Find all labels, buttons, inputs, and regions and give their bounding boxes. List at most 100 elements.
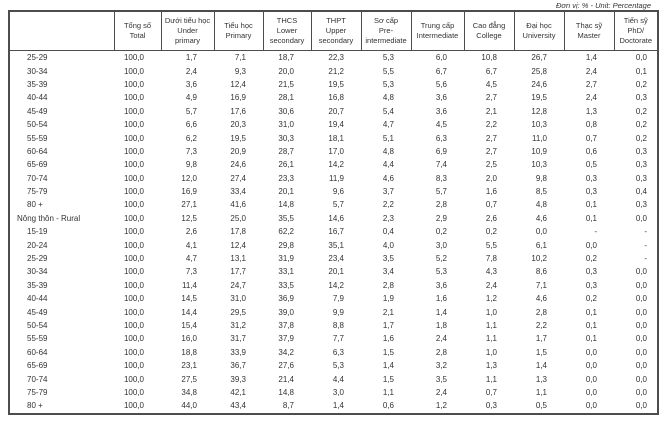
data-cell: 5,1 (382, 133, 394, 143)
table-row: 40-44 100,0 14,5 31,0 36,9 7,9 1,9 1,6 1,2 4,6 0,2… (9, 292, 658, 305)
data-cell: 0,0 (635, 374, 647, 384)
data-cell: 26,7 (531, 53, 547, 63)
table-row: 20-24 100,0 4,1 12,4 29,8 35,1 4,0 3,0 5,5 6,1 0,0… (9, 238, 658, 251)
data-cell: 0,2 (635, 106, 647, 116)
section-row-label: Nông thôn - Rural (17, 213, 81, 223)
data-cell: 0,3 (585, 173, 597, 183)
data-cell: 2,1 (382, 307, 394, 317)
data-cell: 100,0 (123, 133, 144, 143)
data-cell: 1,0 (485, 347, 497, 357)
table-row: 40-44 100,0 4,9 16,9 28,1 16,8 4,8 3,6 2,7 19,5 2,… (9, 91, 658, 104)
data-cell: 0,0 (635, 280, 647, 290)
data-cell: 0,3 (485, 401, 497, 411)
data-cell: 5,7 (332, 200, 344, 210)
row-label: 25-29 (27, 254, 48, 264)
row-label: 30-34 (27, 66, 48, 76)
data-cell: 1,6 (435, 294, 447, 304)
data-cell: 100,0 (123, 321, 144, 330)
data-cell: 100,0 (123, 254, 144, 264)
data-cell: 5,3 (382, 53, 394, 63)
data-cell: 4,5 (435, 120, 447, 130)
data-cell: 0,0 (635, 361, 647, 371)
data-cell: 7,3 (185, 267, 197, 277)
row-label: 40-44 (27, 93, 48, 103)
data-cell: 2,3 (382, 213, 394, 223)
table-row: 60-64 100,0 18,8 33,9 34,2 6,3 1,5 2,8 1,0 1,5 0,0… (9, 346, 658, 359)
data-cell: 8,5 (535, 187, 547, 197)
data-cell: 0,1 (585, 307, 597, 317)
row-label: 25-29 (27, 53, 48, 63)
row-label: 75-79 (27, 387, 48, 397)
data-cell: 10,3 (531, 120, 547, 130)
data-cell: 33,5 (278, 280, 294, 290)
data-cell: 17,6 (230, 106, 246, 116)
data-cell: 7,7 (332, 334, 344, 344)
row-label: 70-74 (27, 374, 48, 384)
data-cell: 4,0 (382, 240, 394, 250)
data-cell: 0,6 (585, 146, 597, 156)
data-cell: 100,0 (123, 213, 144, 223)
data-cell: 6,7 (435, 66, 447, 76)
data-cell: 36,9 (278, 294, 294, 304)
table-row: 70-74 100,0 12,0 27,4 23,3 11,9 4,6 8,3 2,0 9,8 0,… (9, 172, 658, 185)
table-row: 25-29 100,0 4,7 13,1 31,9 23,4 3,5 5,2 7,8 10,2 0,… (9, 252, 658, 265)
data-cell: 4,3 (485, 267, 497, 277)
data-cell: 4,6 (382, 173, 394, 183)
row-label: 80 + (27, 401, 43, 411)
data-cell: 4,5 (485, 79, 497, 89)
header-cell: Đại học University (513, 10, 565, 51)
data-cell: 25,8 (531, 66, 547, 76)
data-cell: 100,0 (123, 173, 144, 183)
data-cell: 1,3 (535, 374, 547, 384)
data-cell: 34,8 (181, 387, 197, 397)
data-cell: 17,8 (230, 227, 246, 237)
data-cell: 5,2 (435, 254, 447, 264)
data-cell: 10,8 (481, 53, 497, 63)
header-cell: THCS Lower secondary (262, 10, 312, 51)
data-cell: 14,6 (328, 213, 344, 223)
data-cell: 0,2 (635, 120, 647, 130)
data-cell: 2,5 (485, 160, 497, 170)
data-cell: 1,7 (535, 334, 547, 344)
data-cell: 0,2 (585, 294, 597, 304)
data-cell: 5,3 (382, 79, 394, 89)
data-cell: 14,5 (181, 294, 197, 304)
table-row: 45-49 100,0 5,7 17,6 30,6 20,7 5,4 3,6 2,1 12,8 1,… (9, 105, 658, 118)
row-label: 45-49 (27, 307, 48, 317)
table-row: 80 + 100,0 44,0 43,4 8,7 1,4 0,6 1,2 0,3 0,5 0,0 0,… (9, 399, 658, 413)
table-row: 55-59 100,0 16,0 31,7 37,9 7,7 1,6 2,4 1,1 1,7 0,1… (9, 332, 658, 345)
data-cell: 100,0 (123, 347, 144, 357)
data-cell: 26,1 (278, 160, 294, 170)
data-cell: 0,0 (635, 387, 647, 397)
data-cell: 21,5 (278, 79, 294, 89)
data-cell: 1,3 (585, 106, 597, 116)
header-cell: Thạc sỹ Master (563, 10, 615, 51)
data-cell: 1,7 (382, 321, 394, 330)
table-row: 80 + 100,0 27,1 41,6 14,8 5,7 2,2 2,8 0,7 4,8 0,1 0… (9, 198, 658, 211)
data-cell: 100,0 (123, 79, 144, 89)
data-cell: 2,8 (382, 280, 394, 290)
table-row: 35-39 100,0 3,6 12,4 21,5 19,5 5,3 5,6 4,5 24,6 2,… (9, 78, 658, 91)
data-cell: 16,7 (328, 227, 344, 237)
data-cell: 100,0 (123, 66, 144, 76)
table-row: 55-59 100,0 6,2 19,5 30,3 18,1 5,1 6,3 2,7 11,0 0,… (9, 131, 658, 144)
data-cell: 6,7 (485, 66, 497, 76)
data-cell: 9,8 (185, 160, 197, 170)
row-label: 30-34 (27, 267, 48, 277)
data-cell: 100,0 (123, 280, 144, 290)
data-cell: 1,4 (535, 361, 547, 371)
data-cell: 0,4 (635, 187, 647, 197)
data-cell: 12,5 (181, 213, 197, 223)
data-cell: 20,3 (230, 120, 246, 130)
data-cell: 8,8 (332, 321, 344, 330)
data-cell: 11,9 (329, 173, 344, 183)
data-cell: 0,2 (635, 133, 647, 143)
data-cell: 0,0 (585, 361, 597, 371)
data-cell: 0,7 (485, 200, 497, 210)
data-cell: 2,7 (485, 93, 497, 103)
data-cell: 0,5 (535, 401, 547, 411)
data-cell: 5,3 (435, 267, 447, 277)
data-cell: 3,2 (435, 361, 447, 371)
data-cell: 27,6 (278, 361, 294, 371)
data-cell: 12,4 (230, 240, 246, 250)
